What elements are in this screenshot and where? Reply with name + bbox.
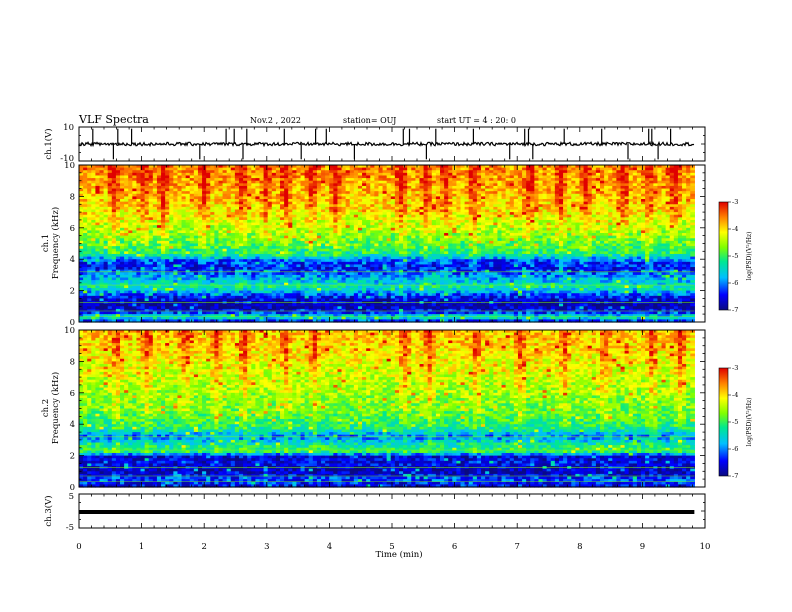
date-label: Nov.2 , 2022 xyxy=(250,116,301,125)
ch1-waveform-ylabel: ch.1(V) xyxy=(43,128,54,159)
ch1-spectrogram-image xyxy=(79,165,695,323)
figure-title: VLF Spectra xyxy=(78,113,149,126)
ch1-ytick-top: 10 xyxy=(63,123,74,133)
start-time-label: start UT = 4 : 20: 0 xyxy=(437,116,516,125)
ch1-waveform-panel: 10 -10 ch.1(V) xyxy=(43,123,705,164)
station-label: station= OUJ xyxy=(343,116,396,125)
ch1-waveform-trace xyxy=(79,129,694,160)
